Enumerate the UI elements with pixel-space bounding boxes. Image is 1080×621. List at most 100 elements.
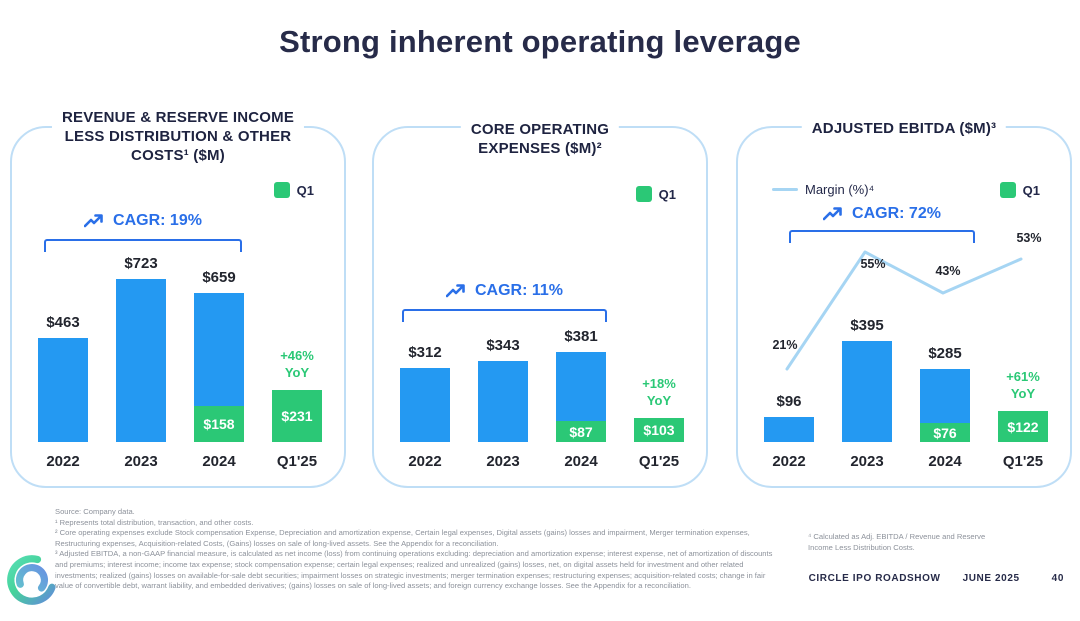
- yoy-label: +18% YoY: [642, 376, 676, 409]
- chart-title-line: CORE OPERATING: [470, 121, 610, 138]
- chart-title-line: ADJUSTED EBITDA ($M)³: [811, 120, 997, 137]
- margin-point-label: 43%: [935, 264, 961, 278]
- x-axis-label: Q1'25: [1002, 453, 1044, 470]
- q1-bar-Q1'25: [272, 390, 322, 442]
- cagr-label: CAGR: 19%: [113, 212, 202, 229]
- bar-slot-2022: $312 2022: [400, 128, 450, 470]
- bar-slot-2024: $76 $285 2024: [920, 128, 970, 470]
- q1-segment-2024: $76: [920, 423, 970, 442]
- margin-point-label: 53%: [1016, 231, 1042, 245]
- q1-bar-Q1'25: [634, 418, 684, 442]
- bar-value-label: $103: [643, 422, 675, 438]
- chart-title-revenue: REVENUE & RESERVE INCOME LESS DISTRIBUTI…: [51, 106, 305, 168]
- legend-q1: Q1: [273, 182, 314, 198]
- q1-segment-2024: $87: [556, 421, 606, 442]
- bar-value-label: $343: [486, 337, 520, 354]
- bar-slot-2023: $723 2023: [116, 128, 166, 470]
- bar-value-label: $231: [281, 408, 313, 424]
- bar-value-label: $285: [928, 345, 962, 362]
- q1-bar-Q1'25: [998, 411, 1048, 442]
- margin-point-label: 55%: [860, 257, 886, 271]
- cagr-label: CAGR: 11%: [474, 282, 564, 299]
- x-axis-label: 2024: [202, 453, 236, 470]
- chart-title-line: REVENUE & RESERVE INCOME: [61, 109, 295, 126]
- bar-2022: [400, 368, 450, 442]
- panel-revenue: REVENUE & RESERVE INCOME LESS DISTRIBUTI…: [10, 106, 346, 488]
- cagr-bracket: [789, 230, 975, 243]
- trending-up-icon: [84, 214, 103, 228]
- footer-page-number: 40: [1051, 573, 1064, 584]
- x-axis-label: Q1'25: [276, 453, 318, 470]
- bar-2022: [38, 338, 88, 442]
- page-title: Strong inherent operating leverage: [279, 24, 801, 59]
- bar-2023: [116, 279, 166, 442]
- chart-title-opex: CORE OPERATING EXPENSES ($M)²: [460, 118, 620, 161]
- legend-label: Q1: [1022, 182, 1040, 198]
- x-axis-label: 2024: [928, 453, 962, 470]
- bar-slot-2024: $158 $659 2024: [194, 128, 244, 470]
- chart-plot-1: $312 2022 $343 2023 $87 $381 2024 $103 +18% YoY Q…: [400, 128, 684, 470]
- legend-label: Margin (%)⁴: [805, 182, 875, 197]
- panel-adj-ebitda: ADJUSTED EBITDA ($M)³ Margin (%)⁴ Q1 CAG…: [736, 117, 1072, 488]
- bar-slot-2023: $395 2023: [842, 128, 892, 470]
- cagr-bracket: [402, 309, 607, 322]
- bar-slot-2024: $87 $381 2024: [556, 128, 606, 470]
- q1-swatch-icon: [999, 182, 1016, 198]
- x-axis-label: Q1'25: [638, 453, 680, 470]
- yoy-label: +46% YoY: [280, 348, 314, 381]
- chart-title-line: EXPENSES ($M)²: [478, 140, 602, 158]
- footnotes-left: Source: Company data. ¹ Represents total…: [55, 507, 780, 592]
- bar-value-label: $96: [776, 393, 802, 410]
- x-axis-label: 2022: [46, 453, 80, 470]
- cagr-row: CAGR: 19%: [44, 212, 242, 230]
- x-axis-label: 2024: [564, 453, 598, 470]
- margin-line-swatch-icon: [772, 188, 798, 191]
- bar-slot-Q1'25: $231 +46% YoY Q1'25: [272, 128, 322, 470]
- x-axis-label: 2023: [486, 453, 520, 470]
- legend-q1: Q1: [635, 186, 676, 202]
- cagr-bracket: [44, 239, 242, 252]
- bar-value-label: $723: [124, 255, 158, 272]
- bar-slot-2023: $343 2023: [478, 128, 528, 470]
- chart-plot-2: $96 2022 $395 2023 $76 $285 2024 $122 +61% YoY Q1…: [764, 128, 1048, 470]
- footer-brand: CIRCLE IPO ROADSHOW: [808, 573, 941, 584]
- bar-slot-2022: $96 2022: [764, 128, 814, 470]
- bar-value-label: $312: [408, 344, 442, 361]
- footnote-4: ⁴ Calculated as Adj. EBITDA / Revenue an…: [808, 532, 986, 552]
- bar-2023: [842, 341, 892, 442]
- bar-2023: [478, 361, 528, 442]
- chart-title-ebitda: ADJUSTED EBITDA ($M)³: [801, 117, 1007, 141]
- bar-2022: [764, 417, 814, 442]
- footnote-source: Source: Company data.: [55, 507, 135, 516]
- footnote-2: ² Core operating expenses exclude Stock …: [55, 528, 750, 548]
- bar-slot-Q1'25: $122 +61% YoY Q1'25: [998, 128, 1048, 470]
- trending-up-icon: [445, 284, 465, 298]
- footnote-3: ³ Adjusted EBITDA, a non-GAAP financial …: [55, 549, 773, 591]
- chart-title-line: LESS DISTRIBUTION & OTHER: [64, 128, 292, 146]
- chart-plot-0: $463 2022 $723 2023 $158 $659 2024 $231 +46% YoY…: [38, 128, 322, 470]
- footer: CIRCLE IPO ROADSHOW JUNE 2025 40: [809, 573, 1064, 584]
- footnote-1: ¹ Represents total distribution, transac…: [55, 517, 254, 527]
- legend-q1: Q1: [999, 182, 1040, 198]
- q1-swatch-icon: [635, 186, 652, 202]
- footer-date: JUNE 2025: [962, 573, 1020, 584]
- chart-title-line: COSTS¹ ($M): [131, 147, 225, 165]
- yoy-label: +61% YoY: [1006, 369, 1040, 402]
- trending-up-icon: [823, 207, 842, 221]
- q1-segment-2024: $158: [194, 406, 244, 442]
- cagr-label: CAGR: 72%: [852, 205, 941, 222]
- x-axis-label: 2023: [124, 453, 158, 470]
- bar-value-label: $463: [46, 314, 80, 331]
- legend-label: Q1: [296, 182, 314, 198]
- x-axis-label: 2023: [850, 453, 884, 470]
- cagr-row: CAGR: 72%: [789, 205, 975, 223]
- panel-core-opex: CORE OPERATING EXPENSES ($M)² Q1 CAGR: 1…: [372, 118, 708, 488]
- q1-swatch-icon: [273, 182, 290, 198]
- x-axis-label: 2022: [772, 453, 806, 470]
- bar-slot-2022: $463 2022: [38, 128, 88, 470]
- cagr-row: CAGR: 11%: [402, 282, 607, 300]
- circle-logo-icon: [7, 555, 56, 605]
- legend-label: Q1: [658, 186, 676, 202]
- margin-point-label: 21%: [772, 338, 798, 352]
